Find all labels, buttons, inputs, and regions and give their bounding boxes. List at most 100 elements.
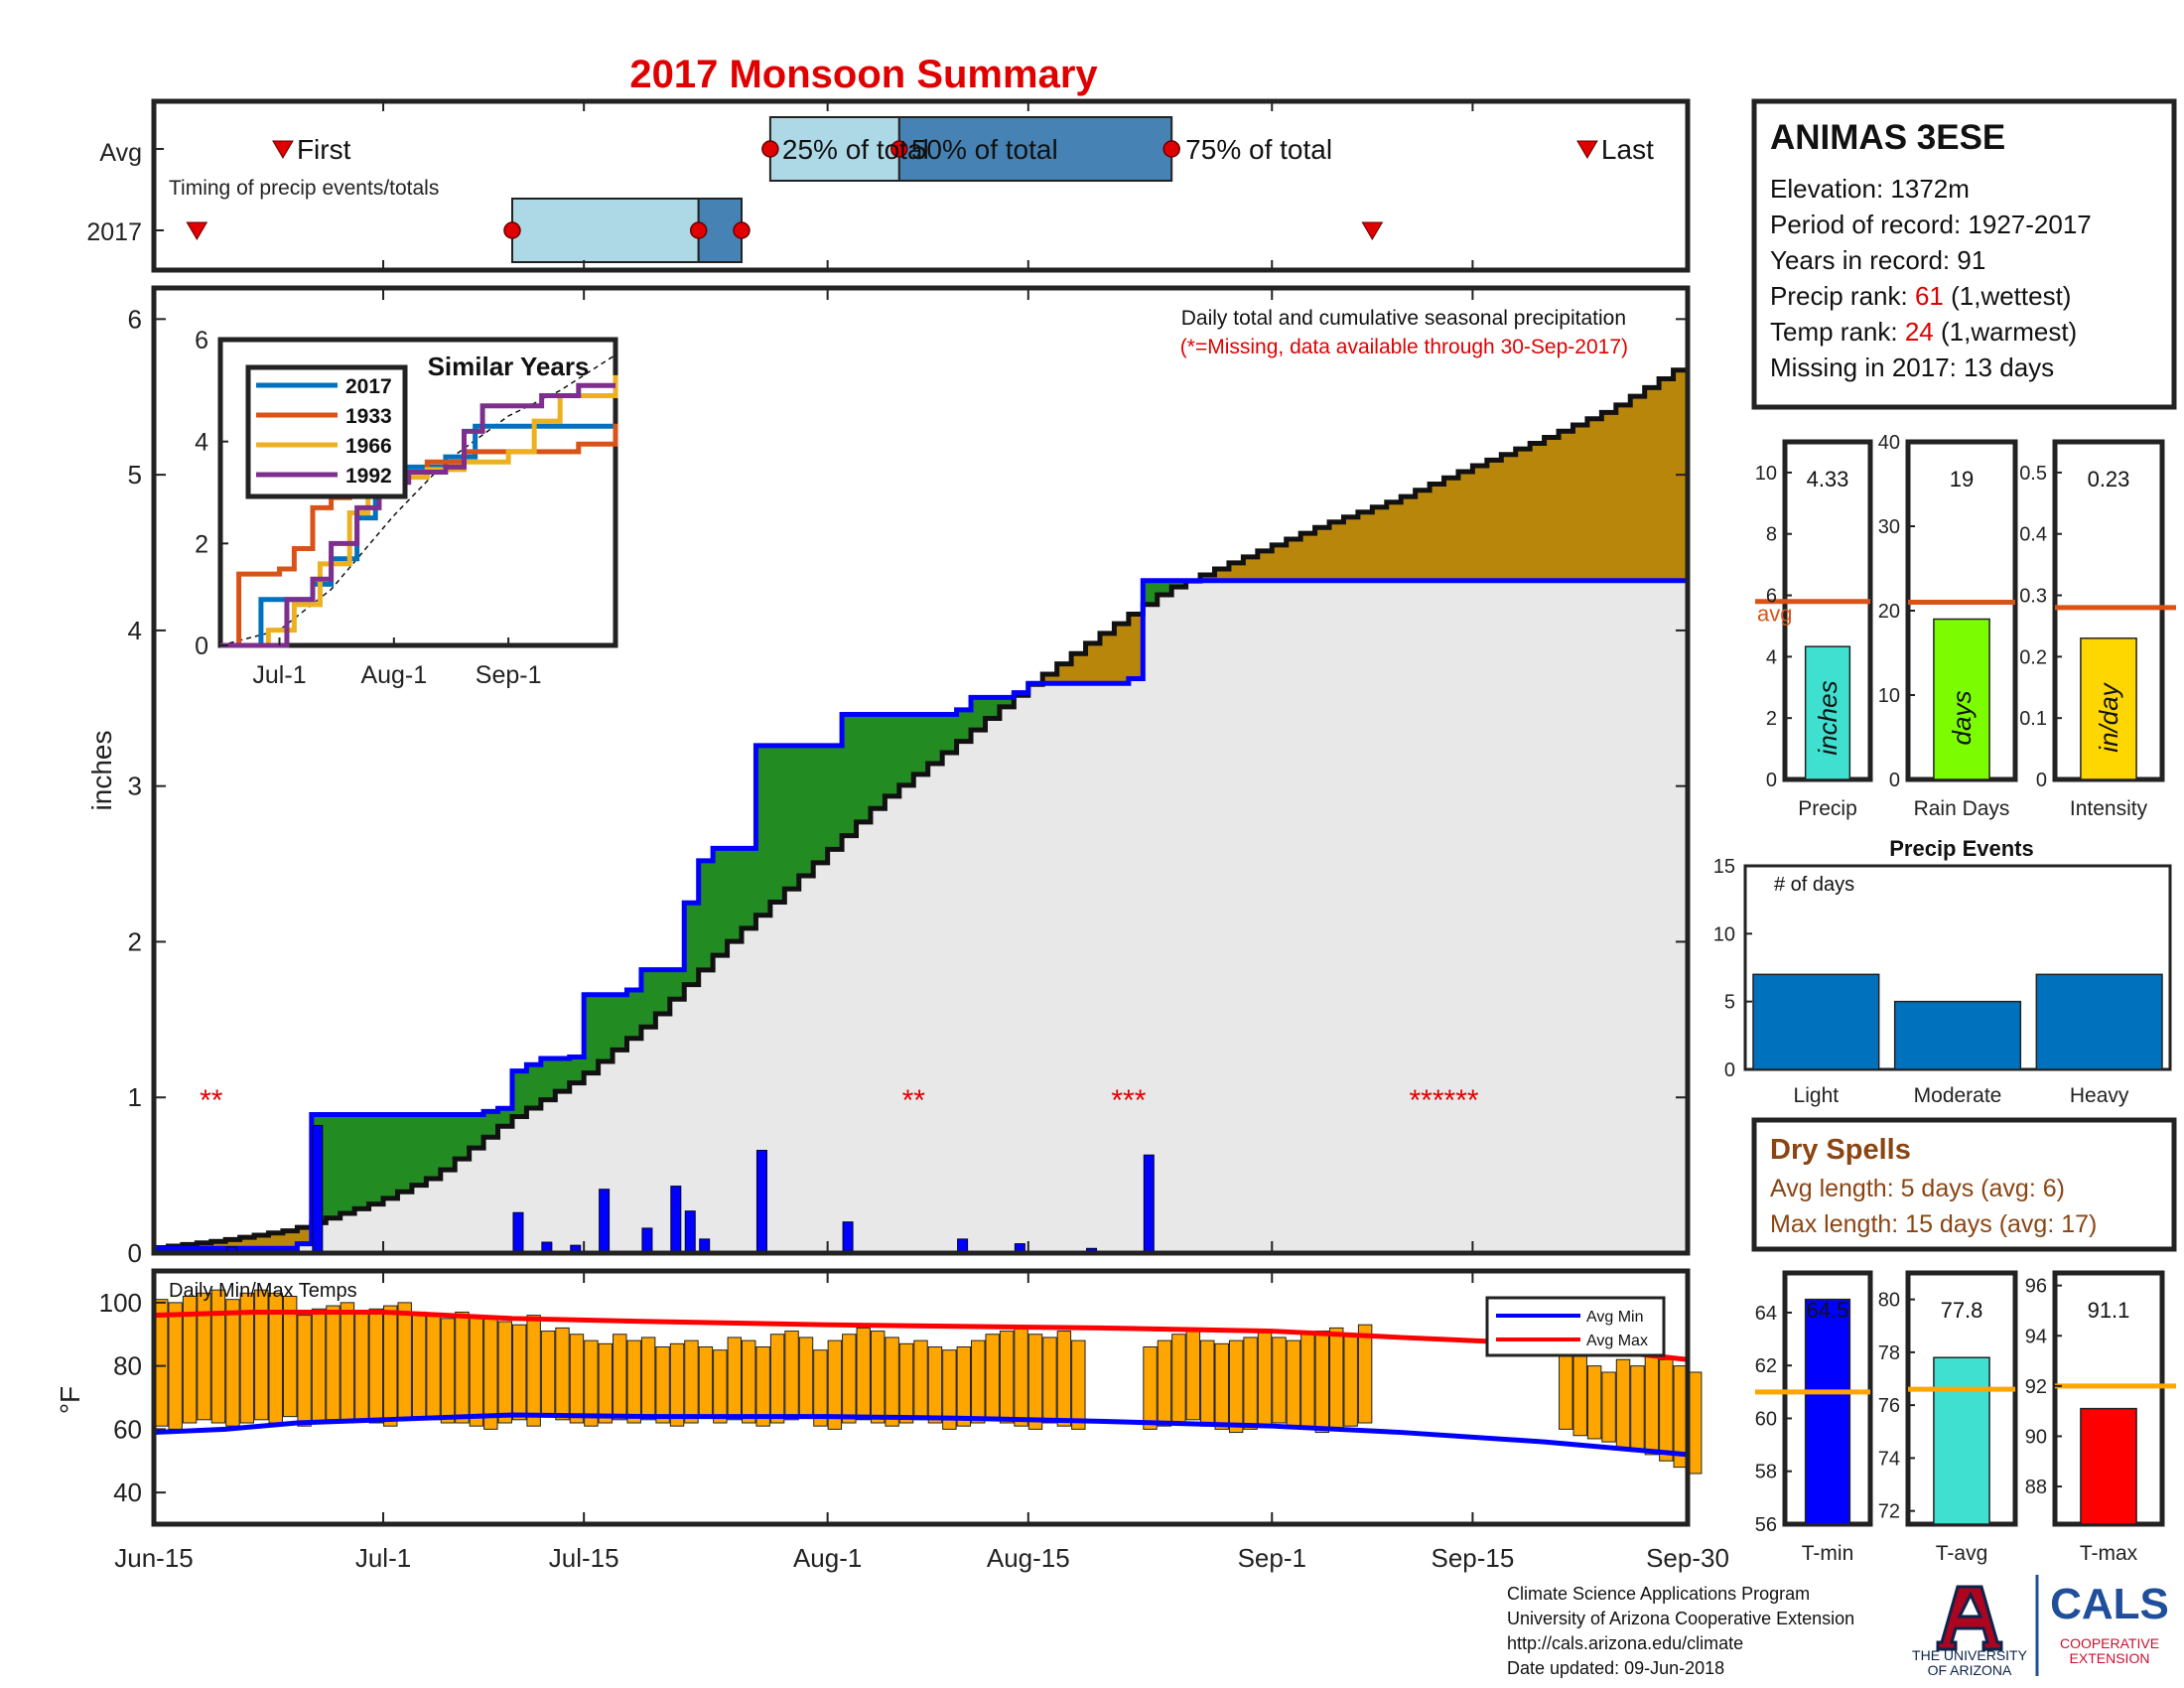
temps-ytick-label: 80 <box>113 1351 142 1381</box>
footer-line-2: University of Arizona Cooperative Extens… <box>1507 1609 1854 1628</box>
below-avg-fill <box>1415 490 1431 581</box>
legend-avg-min-label: Avg Min <box>1586 1309 1644 1326</box>
y2017-last-marker <box>1361 221 1384 240</box>
below-avg-fill <box>1343 516 1359 581</box>
below-avg-fill <box>1114 624 1130 684</box>
main-ytick-label: 3 <box>128 772 142 801</box>
x-tick-label: Aug-1 <box>793 1543 862 1573</box>
daily-temp-bar <box>769 1334 785 1424</box>
avg-max-line <box>153 1309 1689 1362</box>
event-bar-heavy <box>2035 973 2163 1070</box>
avg-box-25-50 <box>768 116 900 182</box>
daily-temp-bar <box>1688 1371 1703 1475</box>
daily-temp-bar <box>842 1334 857 1424</box>
above-avg-fill <box>411 1114 427 1186</box>
daily-temp-bar <box>383 1305 398 1427</box>
y2017-p75-marker <box>733 221 751 239</box>
temps-panel: 40 60 80 100 Daily Min/Max Temps °F Avg Min… <box>55 1268 1729 1573</box>
above-avg-fill <box>669 969 685 1000</box>
avg-first-label: First <box>297 134 351 165</box>
inset-series-1992 <box>220 382 615 648</box>
daily-temp-bar <box>613 1334 627 1421</box>
precip-main-panel: 0 1 2 3 4 5 6 inches Daily total and cumulativ… <box>86 285 1691 1268</box>
daily-temp-bar <box>956 1346 972 1427</box>
below-avg-fill <box>1515 449 1531 581</box>
above-avg-fill <box>368 1114 384 1204</box>
above-avg-fill <box>769 745 785 903</box>
dry-spells-avg: Avg length: 5 days (avg: 6) <box>1770 1175 2065 1202</box>
missing-data-mark: ****** <box>1410 1084 1479 1117</box>
x-tick-label: Aug-15 <box>987 1543 1070 1573</box>
temps-legend-box <box>1485 1296 1666 1357</box>
above-avg-fill <box>727 848 743 942</box>
below-avg-fill <box>1128 614 1144 679</box>
daily-temp-bar <box>526 1315 541 1427</box>
daily-temp-bar <box>698 1346 714 1418</box>
main-ytick-label: 2 <box>128 926 142 956</box>
stat-ytick-label: 0.5 <box>2019 463 2047 485</box>
daily-temp-bar <box>225 1299 240 1427</box>
station-missing: Missing in 2017: 13 days <box>1770 352 2054 382</box>
main-ytick-label: 4 <box>128 616 142 645</box>
daily-temp-bar <box>182 1296 198 1424</box>
above-avg-fill <box>1143 580 1159 605</box>
below-avg-fill <box>1056 663 1072 684</box>
stat-ytick-label: 10 <box>1878 685 1900 707</box>
below-avg-fill <box>1601 412 1617 581</box>
below-avg-fill <box>239 1237 255 1249</box>
daily-temp-bar <box>584 1339 599 1427</box>
daily-temp-bar <box>1601 1371 1616 1443</box>
daily-temp-bar <box>1027 1334 1043 1430</box>
stat-unit: days <box>1947 691 1977 746</box>
events-ylabel: # of days <box>1774 874 1854 896</box>
daily-temp-bar <box>971 1339 986 1424</box>
stat-ytick-label: 74 <box>1878 1448 1900 1470</box>
stat-ytick-label: 0.4 <box>2019 524 2047 546</box>
stat-unit: inches <box>1813 680 1843 755</box>
events-ytick-label: 10 <box>1713 923 1735 945</box>
stat-ytick-label: 10 <box>1755 463 1777 485</box>
stat-panel-rain_days: 19 days 0 10 20 30 40 Rain Days <box>1878 432 2018 820</box>
event-label-moderate: Moderate <box>1914 1084 2002 1107</box>
above-avg-fill <box>626 990 642 1039</box>
inset-ytick-label: 0 <box>195 633 208 660</box>
daily-temp-bar <box>798 1336 814 1418</box>
daily-temp-bar <box>168 1302 183 1430</box>
below-avg-fill <box>1644 387 1660 581</box>
figure-title: 2017 Monsoon Summary <box>629 53 1098 96</box>
below-avg-fill <box>1443 478 1459 581</box>
stat-ytick-label: 2 <box>1766 708 1777 730</box>
stat-ytick-label: 56 <box>1755 1514 1777 1536</box>
inset-title: Similar Years <box>428 352 590 381</box>
daily-temp-bar <box>326 1305 341 1421</box>
above-avg-fill <box>569 1056 585 1083</box>
above-avg-fill <box>913 714 929 774</box>
below-avg-fill <box>1228 562 1244 581</box>
daily-temp-bar <box>1143 1346 1158 1430</box>
avg-first-marker <box>272 140 294 159</box>
below-avg-fill <box>1559 431 1574 581</box>
daily-temp-bar <box>282 1296 298 1418</box>
daily-temp-bar <box>455 1311 470 1424</box>
above-avg-fill <box>426 1114 442 1179</box>
main-frame <box>151 285 1691 1256</box>
above-avg-fill <box>511 1070 528 1117</box>
stat-ytick-label: 0.2 <box>2019 646 2047 668</box>
daily-precip-bar <box>599 1189 611 1254</box>
daily-temp-bar <box>1644 1352 1660 1456</box>
below-avg-fill <box>1257 550 1273 581</box>
below-avg-fill <box>1472 466 1488 581</box>
daily-temp-bar <box>813 1349 828 1427</box>
cumulative-2017-line <box>154 578 1688 1251</box>
daily-temp-bar <box>1257 1331 1273 1427</box>
avg-min-line <box>153 1412 1689 1458</box>
daily-temp-bar <box>154 1299 169 1427</box>
missing-data-mark: ** <box>200 1084 223 1117</box>
daily-temp-bar <box>426 1315 441 1421</box>
above-avg-fill <box>684 903 700 985</box>
stat-value: 64.5 <box>1807 1298 1849 1323</box>
avg-p75-label: 75% of total <box>1185 134 1332 165</box>
daily-temp-bar <box>640 1336 656 1421</box>
daily-temp-bar <box>1200 1339 1215 1427</box>
daily-temp-bar <box>713 1349 728 1424</box>
